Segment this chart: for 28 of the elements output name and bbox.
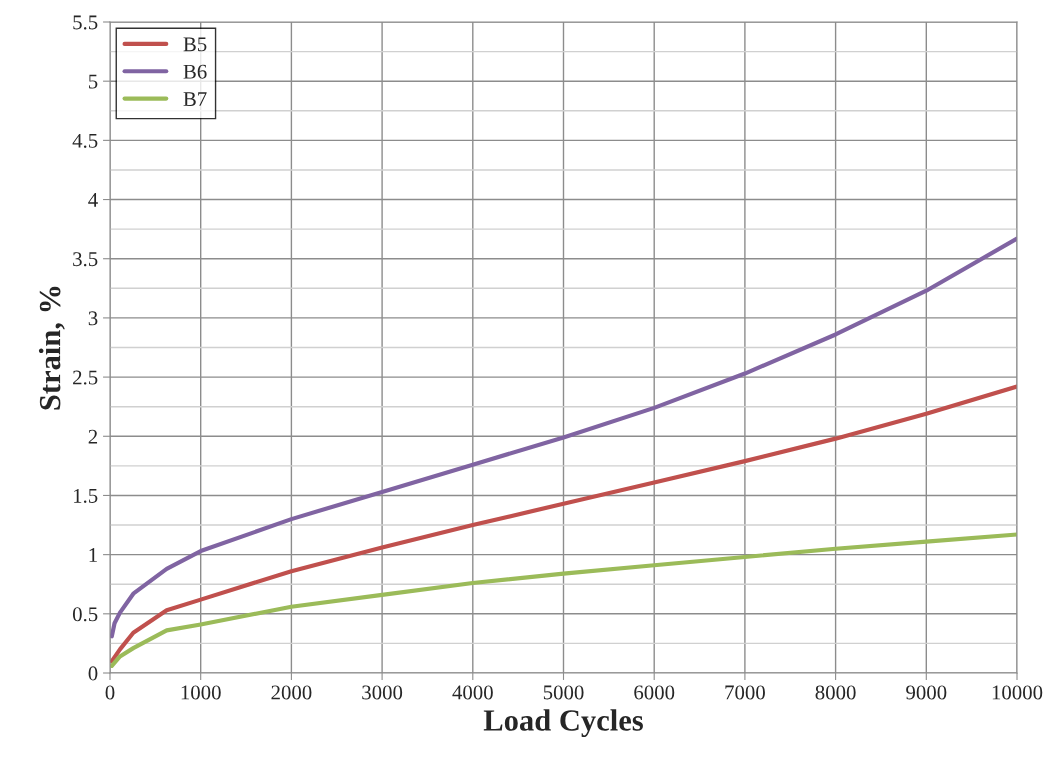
x-tick-label: 8000 (815, 685, 856, 700)
legend-label: B7 (183, 92, 207, 106)
y-tick-label: 1 (89, 548, 97, 562)
legend-label: B6 (183, 64, 207, 79)
x-axis-title: Load Cycles (483, 709, 643, 738)
x-tick-label: 2000 (271, 685, 312, 700)
x-tick-label: 3000 (362, 685, 403, 700)
x-tick-label: 4000 (452, 685, 493, 700)
y-tick-label: 0.5 (72, 607, 98, 622)
legend-label: B5 (183, 37, 207, 52)
x-tick-label: 0 (105, 685, 115, 700)
y-tick-label: 3 (88, 311, 98, 326)
y-tick-label: 0 (88, 666, 98, 681)
y-tick-label: 4 (88, 193, 98, 207)
y-axis-title: Strain, % (38, 286, 65, 410)
x-tick-label: 1000 (181, 685, 221, 700)
y-tick-label: 5 (88, 74, 98, 89)
x-tick-label: 6000 (634, 685, 675, 700)
y-tick-label: 3.5 (73, 252, 98, 267)
y-tick-label: 5.5 (73, 15, 98, 30)
y-tick-label: 1.5 (73, 488, 98, 503)
y-tick-label: 2.5 (73, 370, 98, 385)
x-tick-label: 9000 (906, 685, 947, 700)
y-tick-label: 2 (88, 429, 98, 444)
x-tick-label: 10000 (992, 685, 1043, 700)
y-tick-label: 4.5 (72, 133, 98, 148)
x-tick-label: 5000 (543, 685, 584, 700)
x-tick-label: 7000 (725, 685, 765, 700)
